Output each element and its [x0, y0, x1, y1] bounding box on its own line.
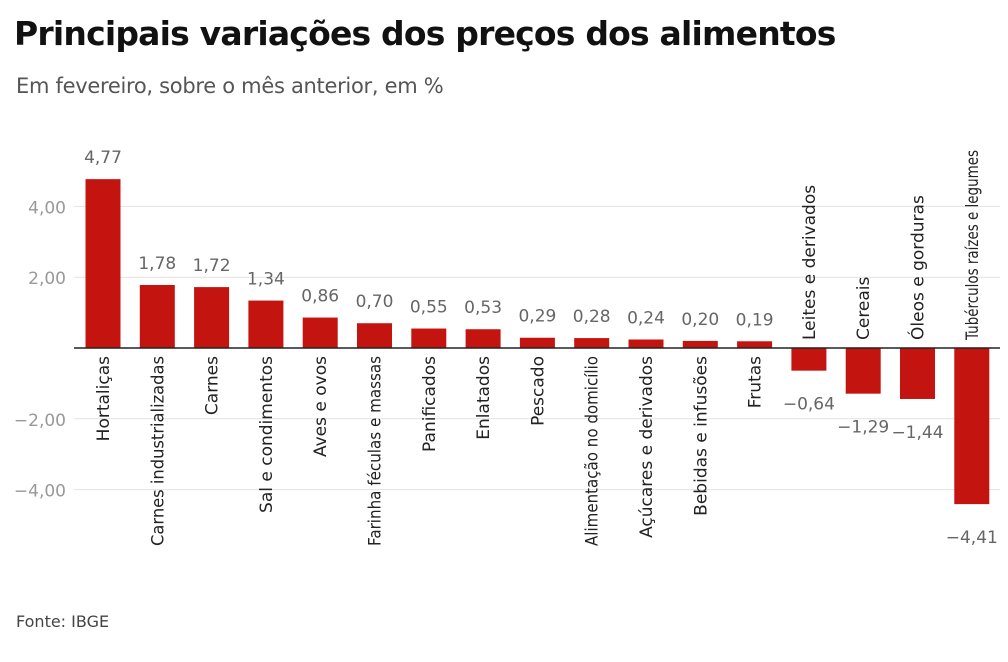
bar — [411, 328, 447, 348]
bar — [194, 287, 230, 348]
bar-chart: −4,00 −2,00 2,00 4,00 4,77 1,78 1,72 1,34 0,86 0,… — [14, 148, 1000, 548]
category-label: Leites e derivados — [800, 185, 820, 340]
value-label: 1,34 — [247, 270, 285, 290]
value-label: 0,53 — [464, 298, 502, 318]
value-label: −1,29 — [837, 418, 889, 438]
bar — [248, 300, 284, 348]
y-tick-label: 4,00 — [28, 198, 66, 218]
bar — [900, 348, 935, 399]
category-label: Enlatados — [474, 356, 494, 440]
category-label: Hortaliças — [94, 356, 114, 441]
category-label: Tubérculos raízes e legumes — [963, 150, 983, 341]
bar — [845, 348, 881, 394]
value-label: −4,41 — [946, 528, 998, 548]
value-label: 1,78 — [138, 254, 176, 274]
bar — [302, 317, 338, 348]
value-label: 0,20 — [681, 310, 719, 330]
y-tick-label: −4,00 — [14, 482, 66, 502]
y-tick-label: −2,00 — [14, 411, 66, 431]
bar — [519, 337, 555, 348]
value-label: 0,55 — [410, 298, 448, 318]
category-label: Aves e ovos — [311, 356, 331, 457]
category-label: Alimentação no domicílio — [583, 356, 603, 546]
bar — [628, 339, 664, 348]
bar — [465, 329, 501, 348]
chart-subtitle: Em fevereiro, sobre o mês anterior, em % — [16, 74, 444, 98]
bar — [139, 284, 175, 348]
category-label: Bebidas e infusões — [691, 356, 711, 516]
source-note: Fonte: IBGE — [16, 612, 110, 631]
bar — [574, 338, 610, 348]
category-label: Panificados — [420, 356, 440, 452]
bar — [357, 323, 392, 348]
value-label: 0,86 — [301, 287, 339, 307]
value-label: −1,44 — [891, 423, 943, 443]
value-label: 0,29 — [518, 307, 556, 327]
bar — [954, 348, 990, 505]
bar — [737, 341, 773, 348]
category-label: Carnes — [203, 356, 223, 415]
value-label: −0,64 — [783, 395, 835, 415]
value-label: 4,77 — [84, 148, 122, 168]
value-label: 0,19 — [736, 310, 774, 330]
value-label: 0,70 — [356, 292, 394, 312]
category-label: Pescado — [528, 356, 548, 426]
bar — [85, 179, 121, 348]
value-label: 0,28 — [573, 307, 611, 327]
category-label: Frutas — [746, 356, 766, 408]
value-label: 1,72 — [193, 256, 231, 276]
bar — [682, 340, 718, 348]
category-label: Açúcares e derivados — [637, 356, 657, 538]
y-tick-label: 2,00 — [28, 269, 66, 289]
category-label: Carnes industrializadas — [148, 356, 168, 546]
value-label: 0,24 — [627, 309, 665, 329]
category-label: Cereais — [854, 276, 874, 340]
bar — [791, 348, 827, 371]
chart-title: Principais variações dos preços dos alim… — [14, 14, 836, 53]
category-label: Sal e condimentos — [257, 356, 277, 513]
category-label: Óleos e gorduras — [907, 195, 929, 340]
category-label: Farinha féculas e massas — [366, 356, 386, 546]
